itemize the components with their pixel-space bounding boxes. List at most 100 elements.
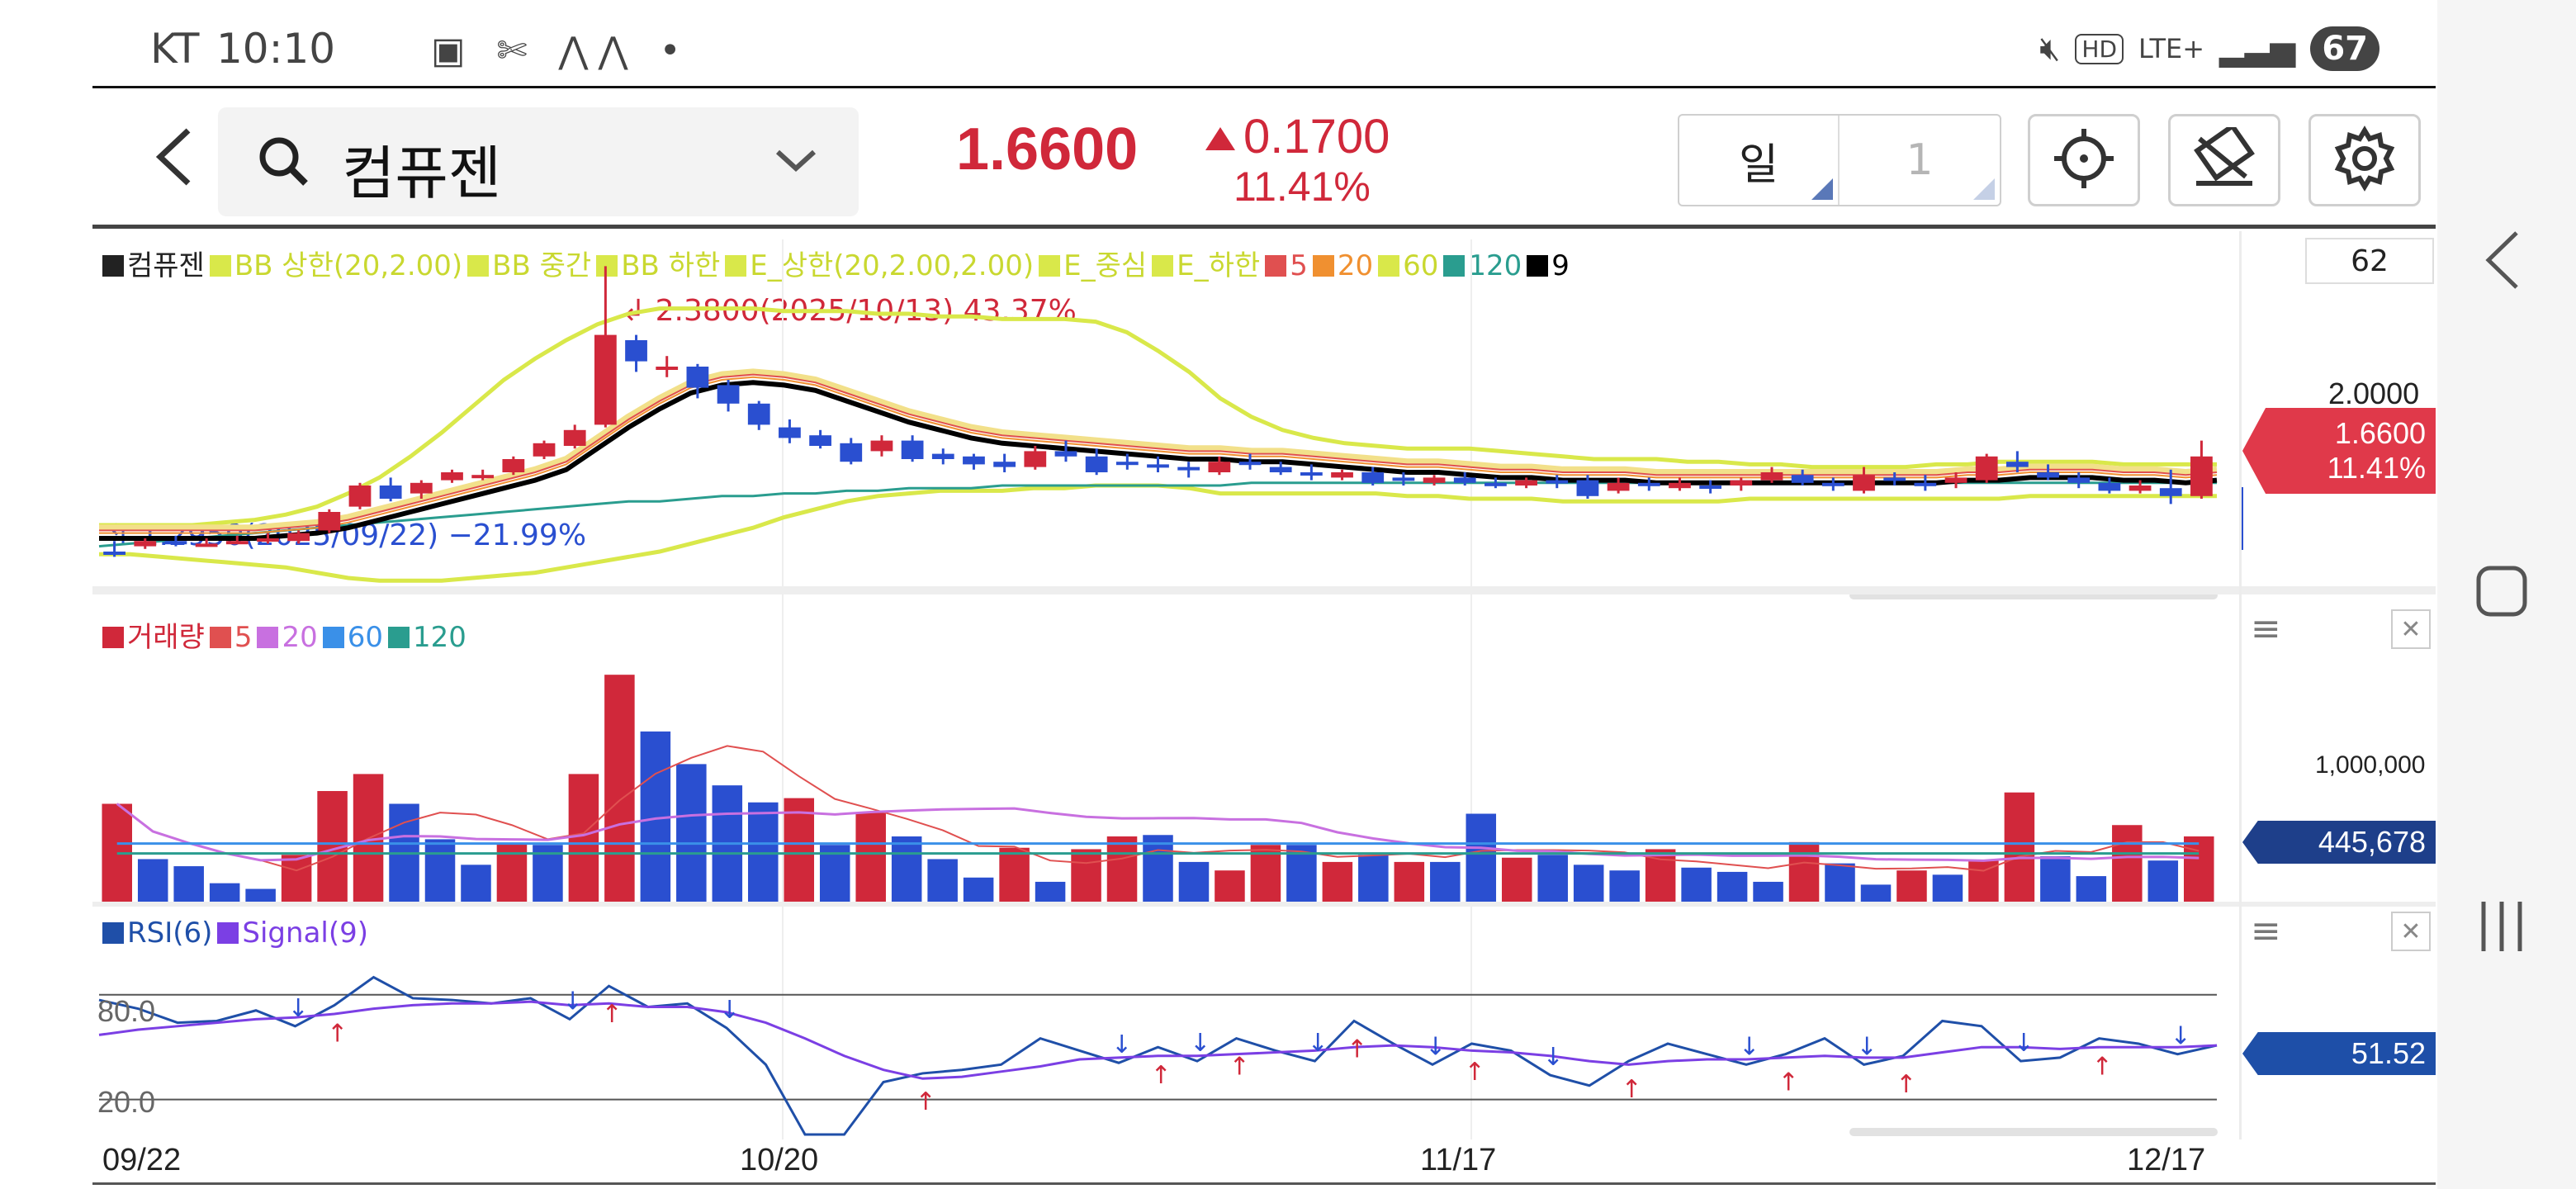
- signal-icon: ▂▃▅: [2219, 30, 2296, 68]
- legend-label: 5: [1290, 249, 1308, 282]
- candle-down: [993, 462, 1016, 467]
- status-divider: [92, 86, 2436, 88]
- chevron-down-icon[interactable]: [773, 144, 819, 180]
- buy-signal-icon: ↑: [1465, 1058, 1485, 1087]
- rsi-level-low: 20.0: [97, 1085, 156, 1119]
- period-selector[interactable]: 일 1: [1678, 114, 2001, 206]
- candle-down: [1054, 451, 1077, 457]
- legend-swatch: [257, 627, 279, 648]
- gear-icon: [2332, 126, 2398, 195]
- candle-down: [1085, 456, 1108, 472]
- clock: 10:10: [216, 25, 336, 73]
- axis-setting-box[interactable]: 62: [2305, 238, 2434, 284]
- candle-down: [779, 427, 801, 438]
- candle-down: [1269, 467, 1292, 472]
- candle-down: [625, 340, 647, 362]
- volume-bar: [2184, 836, 2214, 902]
- candle-up: [1331, 472, 1353, 478]
- volume-legend-item: 20: [257, 621, 318, 654]
- volume-bar: [999, 847, 1030, 902]
- stock-search-box[interactable]: 컴퓨젠: [218, 107, 859, 216]
- candle-up: [502, 459, 525, 472]
- volume-panel-close-icon[interactable]: ✕: [2391, 609, 2431, 649]
- legend-label: E_하한: [1177, 249, 1261, 282]
- legend-label: 120: [413, 621, 466, 654]
- back-arrow-icon[interactable]: [150, 124, 200, 206]
- buy-signal-icon: ↑: [1229, 1053, 1250, 1082]
- candle-down: [1392, 477, 1415, 481]
- candle-down: [1115, 462, 1139, 466]
- candle-up: [656, 367, 679, 370]
- volume-legend-item: 120: [388, 621, 466, 654]
- candle-up: [441, 472, 463, 481]
- legend-swatch: [1527, 255, 1549, 277]
- legend-label: BB 상한(20,2.00): [234, 249, 463, 282]
- rsi-legend: RSI(6) Signal(9): [102, 917, 373, 950]
- candle-up: [1024, 451, 1047, 467]
- drawing-tools-button[interactable]: [2168, 114, 2280, 206]
- buy-signal-icon: ↑: [1347, 1035, 1367, 1063]
- volume-bar: [1717, 871, 1748, 902]
- price-y-tick: 2.0000: [2328, 377, 2420, 410]
- volume-bar: [1466, 813, 1497, 902]
- volume-bar: [1932, 874, 1963, 902]
- network-label: LTE+: [2138, 33, 2205, 64]
- legend-swatch: [102, 255, 124, 277]
- candle-down: [840, 443, 863, 462]
- sell-signal-icon: ↓: [1739, 1032, 1759, 1061]
- legend-label: 60: [347, 621, 384, 654]
- candle-up: [348, 486, 372, 507]
- x-axis-label: 09/22: [102, 1143, 182, 1177]
- period-value-button[interactable]: 1: [1840, 116, 2000, 205]
- settings-button[interactable]: [2308, 114, 2421, 206]
- candle-up: [287, 533, 310, 542]
- volume-bar: [461, 865, 491, 902]
- volume-bar: [1825, 863, 1855, 902]
- candle-down: [1300, 472, 1323, 476]
- signal-line: [98, 1000, 2218, 1080]
- sell-signal-icon: ↓: [1111, 1030, 1132, 1059]
- legend-label: RSI(6): [127, 917, 213, 950]
- notification-icons: ▣ ✄ ⋀⋀ •: [431, 30, 691, 72]
- period-unit-button[interactable]: 일: [1679, 116, 1840, 205]
- legend-swatch: [1039, 255, 1061, 277]
- volume-y-tick: 1,000,000: [2315, 751, 2426, 779]
- rsi-chart-scrollbar[interactable]: [1849, 1128, 2218, 1136]
- rsi-panel-menu-icon[interactable]: ≡: [2251, 910, 2281, 952]
- candle-up: [134, 541, 157, 547]
- legend-label: 5: [234, 621, 253, 654]
- candle-down: [963, 456, 985, 465]
- candle-up: [1944, 477, 1968, 483]
- dropdown-corner-icon: [1973, 178, 1995, 200]
- volume-bar: [1035, 881, 1066, 902]
- candle-down: [2037, 472, 2059, 478]
- candle-up: [2129, 486, 2152, 491]
- volume-bar: [784, 798, 815, 902]
- legend-swatch: [467, 255, 490, 277]
- buy-signal-icon: ↑: [1622, 1075, 1642, 1104]
- crosshair-button[interactable]: [2028, 114, 2140, 206]
- volume-panel-menu-icon[interactable]: ≡: [2251, 608, 2281, 650]
- volume-tag: 445,678: [2242, 821, 2436, 864]
- nav-back-icon[interactable]: [2470, 223, 2536, 311]
- legend-label: 20: [1337, 249, 1374, 282]
- candle-down: [901, 440, 924, 459]
- sell-signal-icon: ↓: [719, 996, 740, 1025]
- sell-signal-icon: ↓: [1190, 1029, 1210, 1058]
- rsi-panel-close-icon[interactable]: ✕: [2391, 912, 2431, 951]
- legend-swatch: [1312, 255, 1334, 277]
- sell-signal-icon: ↓: [1543, 1043, 1564, 1072]
- search-icon: [254, 132, 312, 193]
- x-axis-label: 12/17: [2127, 1143, 2206, 1177]
- candle-up: [1607, 482, 1630, 491]
- candle-down: [103, 552, 125, 555]
- candle-up: [533, 443, 556, 457]
- price-chart-scrollbar[interactable]: [1849, 591, 2218, 599]
- nav-recents-icon[interactable]: [2470, 893, 2536, 973]
- candle-up: [257, 538, 279, 542]
- price-legend: 컴퓨젠 BB 상한(20,2.00) BB 중간 BB 하한 E_상한(20,2.00,…: [102, 243, 1574, 283]
- nav-home-icon[interactable]: [2470, 558, 2536, 638]
- volume-legend-item: 거래량: [102, 621, 205, 654]
- candle-up: [563, 429, 586, 446]
